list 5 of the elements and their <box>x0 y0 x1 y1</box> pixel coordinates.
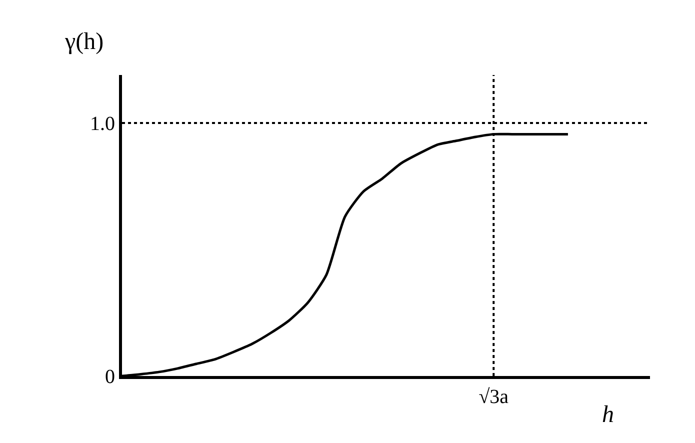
y-axis-title: γ(h) <box>64 29 104 55</box>
x-tick-label: √3a <box>478 386 509 408</box>
y-tick-label: 0 <box>105 366 115 388</box>
x-axis-title: h <box>602 402 614 428</box>
y-tick-label: 1.0 <box>90 113 115 136</box>
